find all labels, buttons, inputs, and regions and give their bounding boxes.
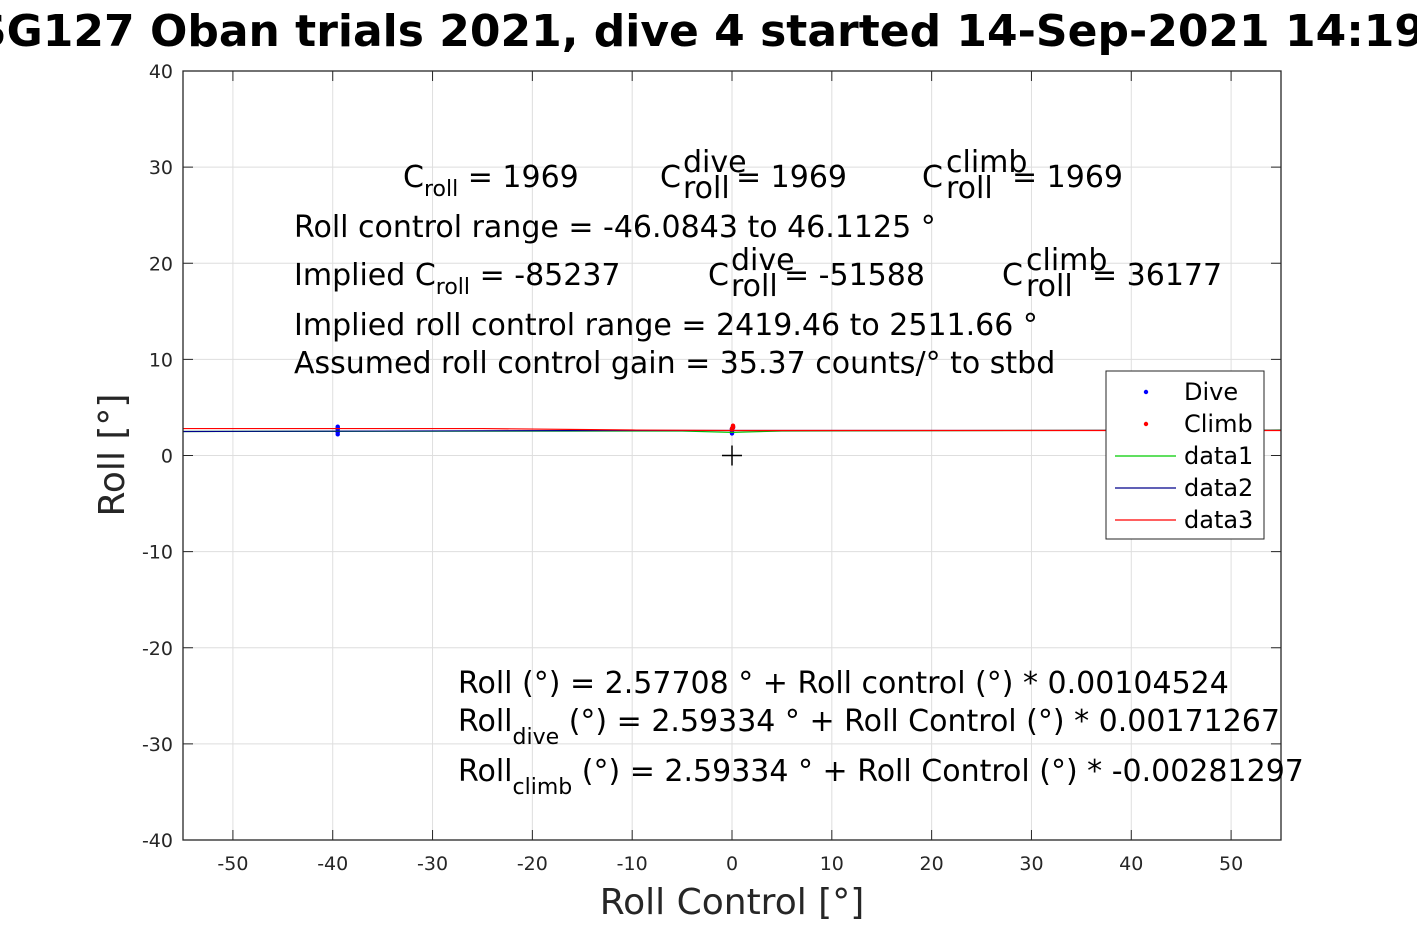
legend-label-data2: data2 <box>1184 474 1253 502</box>
y-tick-label: -30 <box>142 734 173 756</box>
x-tick-label: -20 <box>517 853 548 875</box>
axis-ticks: -50 -40 -30 -20 -10 0 10 20 30 40 50 -40 -30 -20 -10 0 1… <box>142 61 1281 875</box>
y-axis-label: Roll [°] <box>92 394 133 517</box>
svg-text:climb: climb <box>946 145 1027 180</box>
chart-title: SG127 Oban trials 2021, dive 4 started 1… <box>0 6 1417 57</box>
data-point-dive <box>335 424 340 429</box>
svg-text:C: C <box>708 258 729 293</box>
x-axis-label: Roll Control [°] <box>600 882 865 923</box>
svg-text:climb: climb <box>1026 243 1107 278</box>
svg-text:roll: roll <box>1026 269 1073 304</box>
x-tick-label: 0 <box>726 853 738 875</box>
svg-text:roll: roll <box>946 171 993 206</box>
annotation-implied-range: Implied roll control range = 2419.46 to … <box>294 308 1038 343</box>
y-tick-label: 20 <box>149 253 173 275</box>
plot-series <box>182 423 1282 466</box>
svg-text:roll: roll <box>731 269 778 304</box>
annotation-fit-line-1: Roll (°) = 2.57708 ° + Roll control (°) … <box>458 666 1229 701</box>
svg-text:Croll = 1969: Croll = 1969 <box>403 160 579 202</box>
annotation-c-roll: Croll = 1969 C dive roll = 1969 C climb … <box>403 145 1123 206</box>
svg-text:Implied Croll = -85237: Implied Croll = -85237 <box>294 258 621 300</box>
svg-text:= 36177: = 36177 <box>1092 258 1222 293</box>
annotation-fit-line-3: Rollclimb (°) = 2.59334 ° + Roll Control… <box>458 754 1304 800</box>
legend-swatch-dive <box>1143 389 1149 395</box>
x-tick-label: 20 <box>920 853 944 875</box>
y-tick-label: -40 <box>142 830 173 852</box>
x-tick-label: 40 <box>1119 853 1143 875</box>
annotation-implied-c-roll: Implied Croll = -85237 C dive roll = -51… <box>294 243 1222 304</box>
svg-text:= 1969: = 1969 <box>736 160 847 195</box>
svg-text:C: C <box>660 160 681 195</box>
legend-swatch-climb <box>1143 421 1149 427</box>
x-tick-label: 50 <box>1219 853 1243 875</box>
annotation-roll-control-range: Roll control range = -46.0843 to 46.1125… <box>294 210 936 245</box>
legend-label-data3: data3 <box>1184 506 1253 534</box>
data-point-climb <box>730 423 736 428</box>
y-tick-label: 0 <box>161 446 173 468</box>
y-tick-label: 10 <box>149 349 173 371</box>
y-tick-label: -20 <box>142 638 173 660</box>
annotation-fit-line-2: Rolldive (°) = 2.59334 ° + Roll Control … <box>458 704 1280 750</box>
svg-text:= -51588: = -51588 <box>784 258 925 293</box>
y-tick-label: -10 <box>142 542 173 564</box>
x-tick-label: -40 <box>317 853 348 875</box>
annotation-gain: Assumed roll control gain = 35.37 counts… <box>294 346 1055 381</box>
x-tick-label: -50 <box>217 853 248 875</box>
svg-text:dive: dive <box>731 243 795 278</box>
x-tick-label: 30 <box>1019 853 1043 875</box>
legend-label-data1: data1 <box>1184 442 1253 470</box>
legend: Dive Climb data1 data2 data3 <box>1105 370 1265 540</box>
svg-text:= 1969: = 1969 <box>1012 160 1123 195</box>
legend-box <box>1105 370 1265 540</box>
svg-text:C: C <box>922 160 943 195</box>
origin-marker <box>722 445 742 466</box>
svg-text:C: C <box>1002 258 1023 293</box>
x-tick-label: -10 <box>617 853 648 875</box>
y-tick-label: 40 <box>149 61 173 83</box>
svg-text:roll: roll <box>683 171 730 206</box>
x-tick-label: -30 <box>417 853 448 875</box>
y-tick-label: 30 <box>149 157 173 179</box>
svg-text:dive: dive <box>683 145 747 180</box>
legend-label-climb: Climb <box>1184 410 1253 438</box>
series-line-data3 <box>183 427 1281 432</box>
legend-label-dive: Dive <box>1184 378 1238 406</box>
x-tick-label: 10 <box>820 853 844 875</box>
